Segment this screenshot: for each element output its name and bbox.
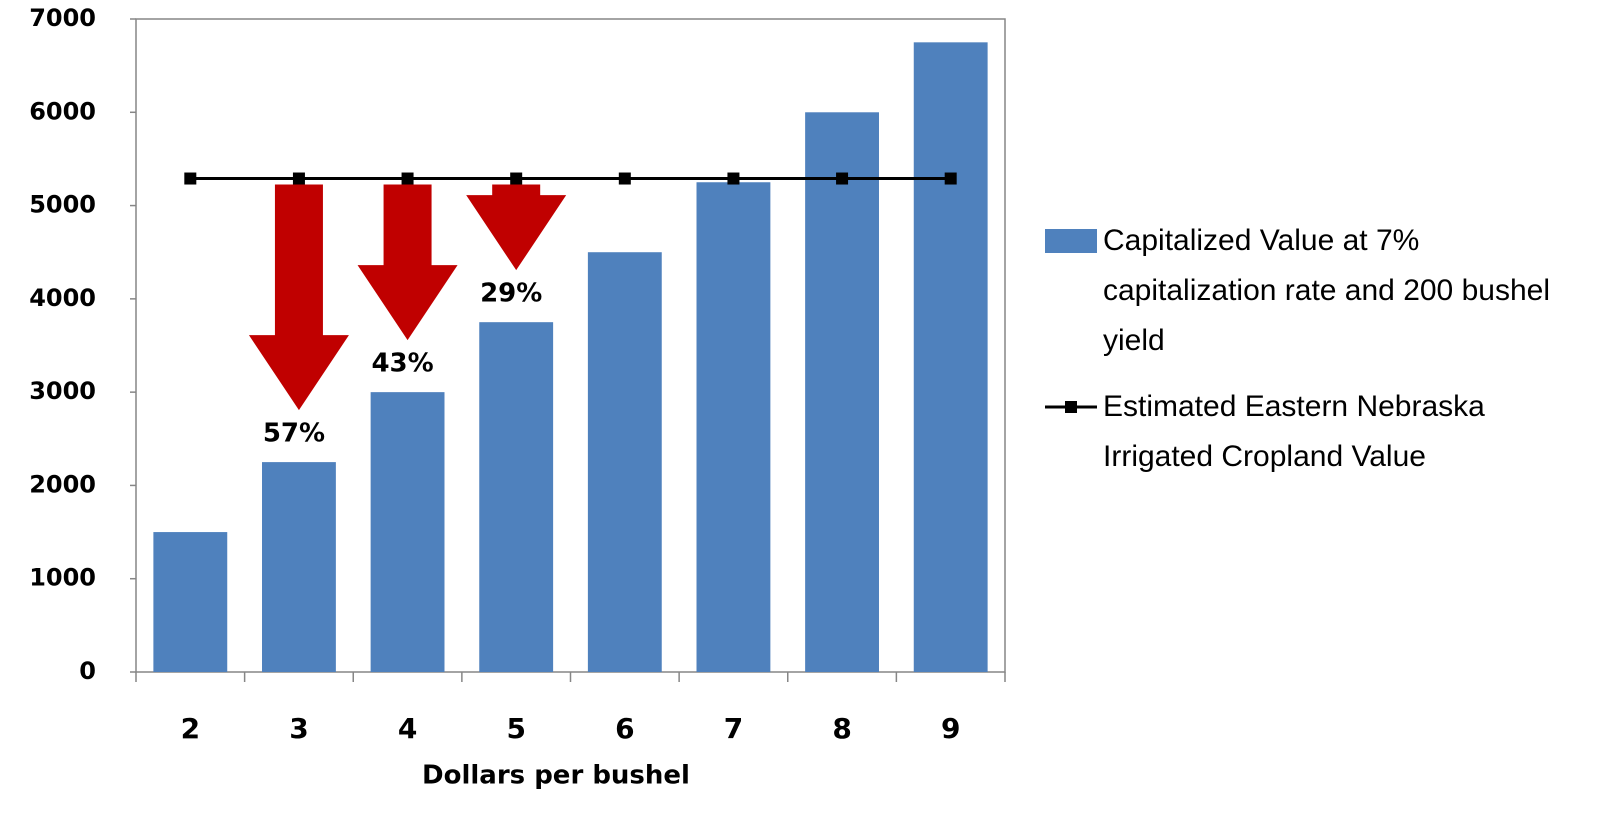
line-marker (292, 172, 305, 185)
bar (913, 42, 988, 673)
x-tick-label: 6 (615, 712, 634, 745)
line-marker (727, 172, 740, 185)
legend-label: Capitalized Value at 7% capitalization r… (1103, 224, 1550, 357)
annotation-arrow (248, 184, 349, 411)
y-tick-label: 2000 (29, 470, 96, 498)
line-marker (618, 172, 631, 185)
annotation-label: 57% (263, 419, 325, 449)
legend-key (1045, 229, 1097, 253)
line-marker (944, 172, 957, 185)
bar (153, 532, 228, 672)
x-tick-label: 8 (832, 712, 851, 745)
line-marker (184, 172, 197, 185)
legend-label: Estimated Eastern Nebraska Irrigated Cro… (1103, 390, 1485, 473)
bar (370, 392, 445, 672)
bar (587, 252, 662, 672)
line-marker (401, 172, 414, 185)
annotation-arrow (466, 184, 567, 271)
legend-key (1065, 401, 1077, 413)
bar (262, 462, 336, 672)
x-tick-label: 4 (398, 712, 417, 745)
annotation-label: 29% (480, 279, 542, 309)
y-tick-label: 1000 (29, 564, 96, 592)
y-tick-label: 4000 (29, 284, 96, 312)
annotation-label: 43% (371, 349, 433, 379)
x-axis-title: Dollars per bushel (422, 761, 690, 791)
bar (479, 322, 554, 672)
y-tick-label: 0 (79, 657, 96, 685)
y-tick-label: 6000 (29, 97, 96, 125)
x-tick-label: 3 (289, 712, 308, 745)
y-tick-label: 7000 (29, 4, 96, 32)
x-tick-label: 5 (506, 712, 525, 745)
bar (805, 112, 879, 673)
bar (696, 182, 771, 672)
x-tick-label: 9 (941, 712, 960, 745)
x-tick-label: 7 (724, 712, 743, 745)
y-tick-label: 5000 (29, 191, 96, 219)
line-marker (836, 172, 849, 185)
line-marker (510, 172, 523, 185)
annotation-arrow (357, 184, 458, 341)
y-tick-label: 3000 (29, 377, 96, 405)
x-tick-label: 2 (181, 712, 200, 745)
